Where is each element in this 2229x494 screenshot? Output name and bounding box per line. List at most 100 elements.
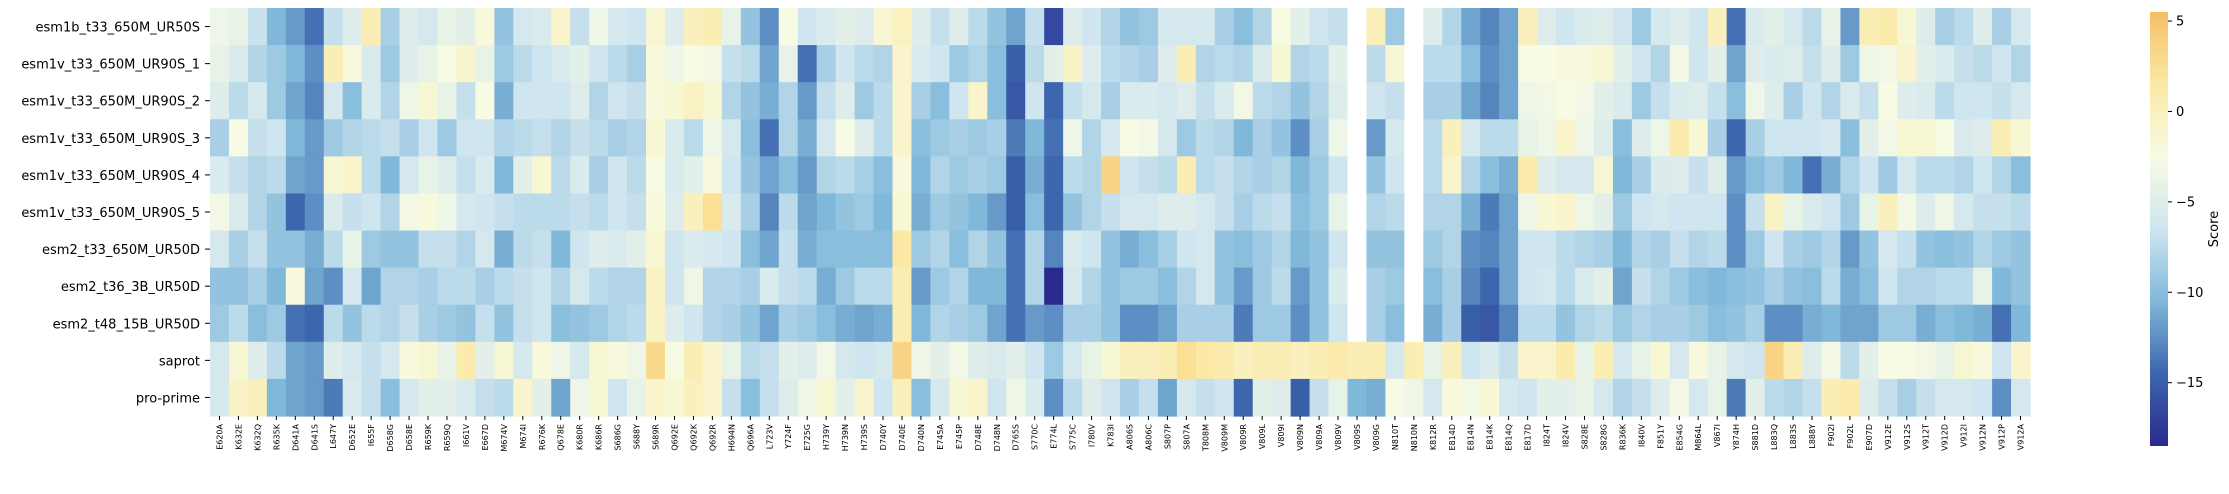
- heatmap-cell: [740, 304, 761, 343]
- heatmap-cell: [1954, 45, 1974, 83]
- heatmap-cell: [1461, 8, 1481, 46]
- heatmap-cell: [721, 230, 742, 269]
- heatmap-cell: [1499, 8, 1519, 46]
- heatmap-cell: [399, 378, 420, 417]
- heatmap-cell: [683, 8, 704, 46]
- heatmap-cell: [1328, 45, 1349, 83]
- heatmap-cell: [304, 119, 325, 157]
- heatmap-cell: [1897, 8, 1917, 46]
- heatmap-cell: [1745, 304, 1766, 343]
- heatmap-cell: [418, 304, 439, 343]
- heatmap-cell: [854, 267, 875, 306]
- heatmap-cell: [1821, 304, 1842, 343]
- heatmap-cell: [266, 193, 287, 232]
- heatmap-cell: [1347, 8, 1368, 46]
- column-label: V867I: [1713, 424, 1722, 447]
- heatmap-cell: [589, 119, 609, 157]
- heatmap-cell: [589, 82, 609, 120]
- heatmap-cell: [228, 45, 249, 83]
- heatmap-cell: [987, 304, 1007, 343]
- heatmap-cell: [2011, 341, 2031, 380]
- heatmap-cell: [1233, 193, 1254, 232]
- column-label: F902L: [1846, 423, 1855, 448]
- heatmap-cell: [1859, 8, 1879, 46]
- heatmap-cell: [968, 304, 988, 343]
- heatmap-cell: [1575, 378, 1595, 417]
- heatmap-cell: [1707, 82, 1728, 120]
- heatmap-cell: [854, 8, 875, 46]
- heatmap-cell: [1366, 82, 1387, 120]
- heatmap-cell: [759, 341, 780, 380]
- heatmap-cell: [475, 193, 495, 232]
- heatmap-cell: [361, 8, 382, 46]
- heatmap-cell: [1821, 156, 1842, 195]
- heatmap-cell: [1025, 45, 1045, 83]
- heatmap-cell: [1650, 193, 1671, 232]
- heatmap-cell: [323, 304, 344, 343]
- heatmap-cell: [1556, 45, 1576, 83]
- heatmap-cell: [816, 45, 837, 83]
- heatmap-cell: [1802, 304, 1823, 343]
- heatmap-cell: [1916, 230, 1936, 269]
- heatmap-cell: [1954, 156, 1974, 195]
- heatmap-cell: [1650, 304, 1671, 343]
- heatmap-cell: [247, 82, 268, 120]
- heatmap-cell: [1025, 267, 1045, 306]
- heatmap-cell: [854, 230, 875, 269]
- heatmap-cell: [1006, 156, 1026, 195]
- heatmap-cell: [1612, 156, 1633, 195]
- heatmap-cell: [399, 82, 420, 120]
- heatmap-cell: [399, 304, 420, 343]
- heatmap-cell: [1537, 230, 1557, 269]
- heatmap-cell: [1404, 304, 1424, 343]
- heatmap-cell: [456, 82, 477, 120]
- heatmap-cell: [589, 230, 609, 269]
- heatmap-cell: [1423, 378, 1443, 417]
- heatmap-cell: [778, 341, 799, 380]
- heatmap-cell: [1726, 193, 1747, 232]
- heatmap-cell: [987, 156, 1007, 195]
- heatmap-cell: [1802, 341, 1823, 380]
- heatmap-cell: [418, 378, 439, 417]
- heatmap-cell: [1423, 267, 1443, 306]
- heatmap-cell: [892, 8, 913, 46]
- heatmap-cell: [835, 45, 856, 83]
- heatmap-cell: [210, 8, 230, 46]
- heatmap-cell: [1783, 82, 1804, 120]
- row-label: esm2_t48_15B_UR50D: [53, 317, 200, 332]
- column-label: I824V: [1562, 423, 1571, 447]
- heatmap-cell: [228, 193, 249, 232]
- heatmap-cell: [494, 82, 514, 120]
- column-label: L883S: [1789, 424, 1798, 449]
- heatmap-cell: [1366, 304, 1387, 343]
- heatmap-cell: [1309, 304, 1330, 343]
- heatmap-cell: [1082, 82, 1102, 120]
- column-label: D748N: [993, 424, 1002, 451]
- heatmap-cell: [1973, 45, 1993, 83]
- column-label: I655F: [367, 424, 376, 447]
- heatmap-cell: [247, 119, 268, 157]
- heatmap-cell: [1859, 304, 1879, 343]
- heatmap-cell: [1954, 8, 1974, 46]
- heatmap-cell: [1802, 8, 1823, 46]
- heatmap-cell: [210, 82, 230, 120]
- heatmap-cell: [873, 230, 894, 269]
- heatmap-cell: [570, 8, 590, 46]
- heatmap-cell: [683, 230, 704, 269]
- heatmap-cell: [1195, 341, 1216, 380]
- heatmap-cell: [1461, 378, 1481, 417]
- heatmap-cell: [949, 45, 969, 83]
- heatmap-cell: [1556, 230, 1576, 269]
- heatmap-cell: [702, 8, 723, 46]
- heatmap-cell: [721, 45, 742, 83]
- heatmap-cell: [1575, 82, 1595, 120]
- heatmap-cell: [513, 304, 533, 343]
- heatmap-cell: [494, 341, 514, 380]
- heatmap-cell: [1442, 45, 1462, 83]
- heatmap-cell: [892, 230, 913, 269]
- heatmap-cell: [210, 341, 230, 380]
- heatmap-cell: [1290, 304, 1311, 343]
- heatmap-cell: [721, 341, 742, 380]
- heatmap-cell: [551, 378, 571, 417]
- heatmap-cell: [1138, 193, 1159, 232]
